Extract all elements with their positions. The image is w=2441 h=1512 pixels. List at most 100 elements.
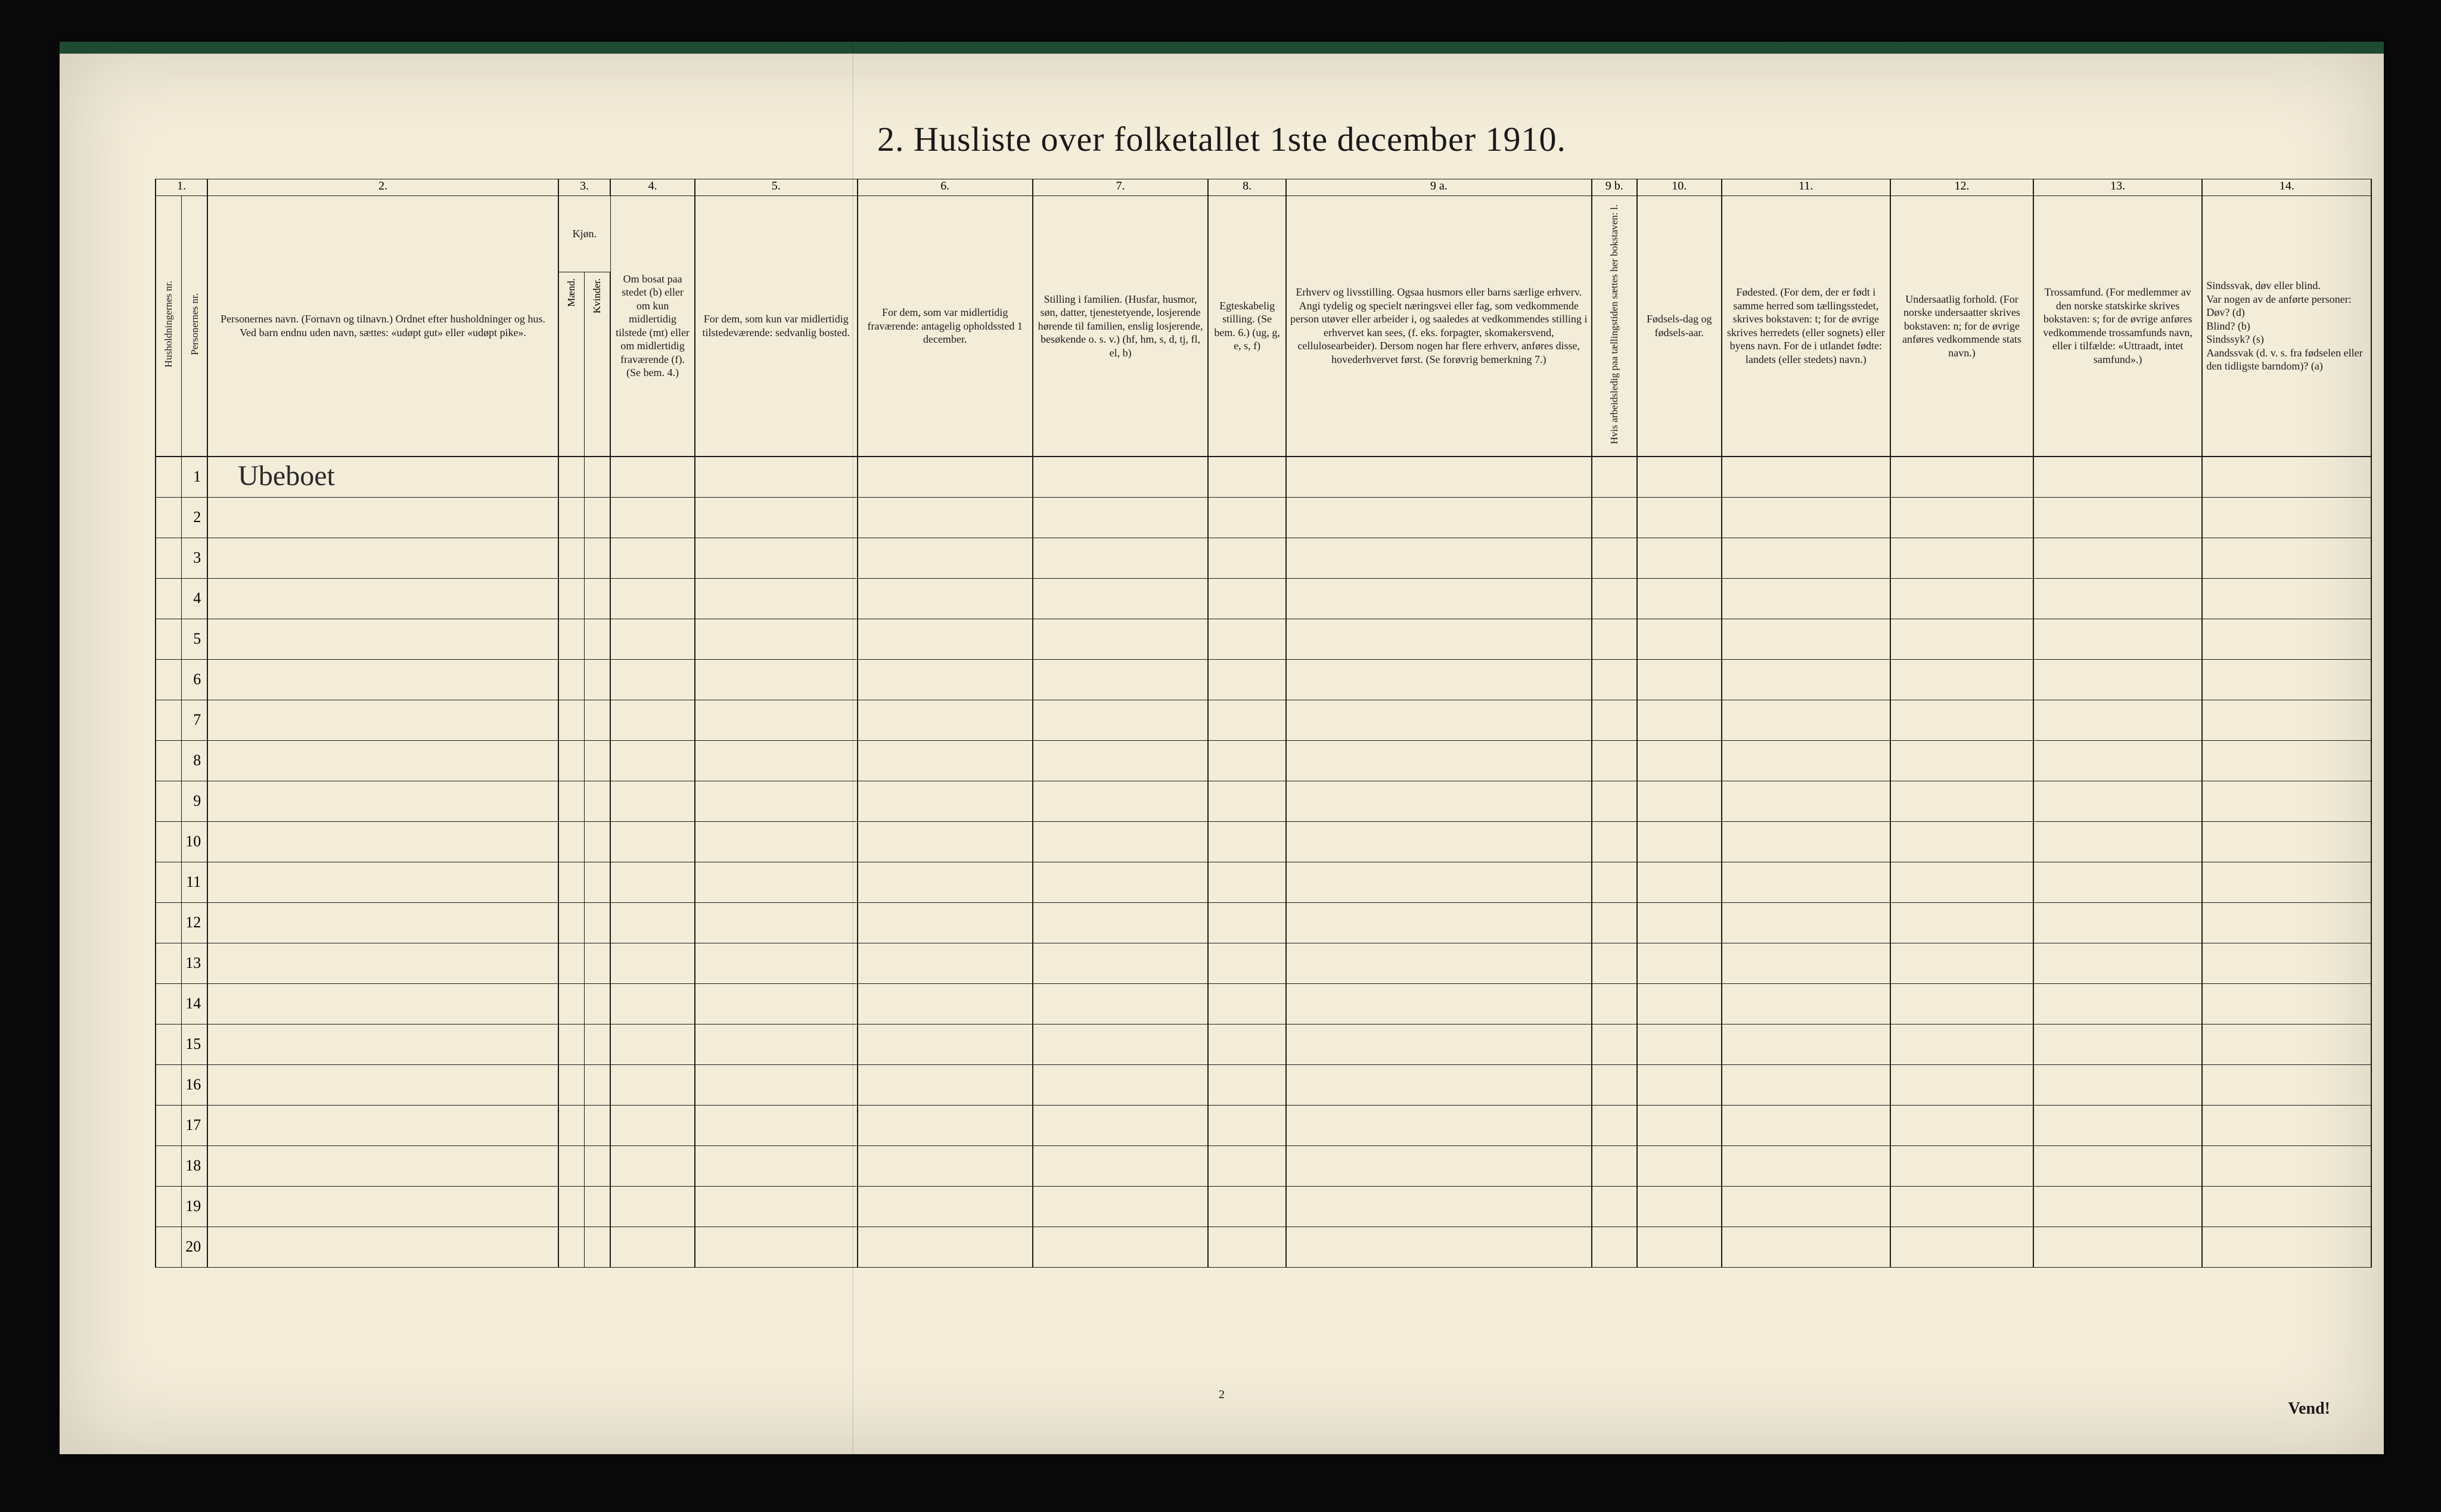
cell-empty bbox=[695, 1024, 858, 1064]
cell-person-nr: 4 bbox=[182, 578, 208, 619]
census-table: 1. 2. 3. 4. 5. 6. 7. 8. 9 a. 9 b. 10. 11… bbox=[155, 179, 2372, 1268]
cell-name bbox=[207, 619, 558, 659]
cell-empty bbox=[1592, 862, 1637, 902]
colnum-1: 1. bbox=[156, 179, 207, 196]
header-row: Husholdningernes nr. Personernes nr. Per… bbox=[156, 196, 2371, 272]
cell-empty bbox=[858, 862, 1033, 902]
cell-empty bbox=[1890, 943, 2033, 983]
cell-name bbox=[207, 578, 558, 619]
cell-empty bbox=[1208, 619, 1286, 659]
cell-empty bbox=[558, 457, 585, 498]
cell-empty bbox=[858, 700, 1033, 740]
cell-empty bbox=[1637, 538, 1722, 578]
cell-empty bbox=[1637, 578, 1722, 619]
cell-empty bbox=[2202, 1024, 2371, 1064]
cell-empty bbox=[1722, 659, 1890, 700]
cell-person-nr: 9 bbox=[182, 781, 208, 821]
cell-hush-nr bbox=[156, 983, 182, 1024]
cell-empty bbox=[858, 902, 1033, 943]
hdr-m: Mænd. bbox=[558, 272, 585, 457]
cell-empty bbox=[1722, 497, 1890, 538]
cell-empty bbox=[1033, 821, 1208, 862]
cell-empty bbox=[585, 619, 611, 659]
cell-empty bbox=[2033, 902, 2202, 943]
cell-hush-nr bbox=[156, 1105, 182, 1145]
cell-empty bbox=[558, 700, 585, 740]
table-row: 16 bbox=[156, 1064, 2371, 1105]
column-number-row: 1. 2. 3. 4. 5. 6. 7. 8. 9 a. 9 b. 10. 11… bbox=[156, 179, 2371, 196]
cell-hush-nr bbox=[156, 538, 182, 578]
cell-empty bbox=[1033, 943, 1208, 983]
cell-empty bbox=[1722, 740, 1890, 781]
cell-empty bbox=[2033, 781, 2202, 821]
cell-empty bbox=[2033, 1145, 2202, 1186]
cell-empty bbox=[1208, 578, 1286, 619]
cell-empty bbox=[858, 1186, 1033, 1227]
cell-empty bbox=[858, 497, 1033, 538]
cell-empty bbox=[558, 659, 585, 700]
cell-hush-nr bbox=[156, 740, 182, 781]
colnum-2: 2. bbox=[207, 179, 558, 196]
cell-empty bbox=[1286, 619, 1591, 659]
cell-empty bbox=[558, 821, 585, 862]
cell-empty bbox=[610, 902, 695, 943]
cell-empty bbox=[1286, 578, 1591, 619]
cell-empty bbox=[558, 740, 585, 781]
cell-hush-nr bbox=[156, 1227, 182, 1267]
cell-empty bbox=[610, 1186, 695, 1227]
colnum-5: 5. bbox=[695, 179, 858, 196]
cell-empty bbox=[2033, 659, 2202, 700]
cell-empty bbox=[558, 1186, 585, 1227]
cell-name bbox=[207, 497, 558, 538]
cell-empty bbox=[585, 1145, 611, 1186]
cell-name bbox=[207, 781, 558, 821]
hdr-m-label: Mænd. bbox=[564, 274, 579, 312]
cell-empty bbox=[1286, 821, 1591, 862]
cell-empty bbox=[585, 578, 611, 619]
cell-empty bbox=[1033, 983, 1208, 1024]
cell-empty bbox=[1592, 538, 1637, 578]
cell-name bbox=[207, 1145, 558, 1186]
cell-empty bbox=[610, 619, 695, 659]
cell-empty bbox=[1286, 943, 1591, 983]
cell-empty bbox=[1592, 1024, 1637, 1064]
cell-empty bbox=[1722, 457, 1890, 498]
cell-empty bbox=[1592, 659, 1637, 700]
cell-empty bbox=[610, 538, 695, 578]
cell-empty bbox=[585, 1105, 611, 1145]
cell-empty bbox=[695, 538, 858, 578]
cell-empty bbox=[2033, 538, 2202, 578]
cell-empty bbox=[1286, 781, 1591, 821]
cell-empty bbox=[2202, 1105, 2371, 1145]
cell-empty bbox=[1033, 1186, 1208, 1227]
cell-name bbox=[207, 983, 558, 1024]
cell-empty bbox=[1208, 821, 1286, 862]
cell-empty bbox=[2033, 1024, 2202, 1064]
cell-name bbox=[207, 902, 558, 943]
cell-empty bbox=[1592, 821, 1637, 862]
cell-empty bbox=[2202, 619, 2371, 659]
cell-empty bbox=[610, 1145, 695, 1186]
cell-empty bbox=[610, 1105, 695, 1145]
table-row: 9 bbox=[156, 781, 2371, 821]
cell-person-nr: 3 bbox=[182, 538, 208, 578]
hdr-8: Egteskabelig stilling. (Se bem. 6.) (ug,… bbox=[1208, 196, 1286, 457]
cell-empty bbox=[858, 1024, 1033, 1064]
cell-empty bbox=[585, 1227, 611, 1267]
cell-empty bbox=[1208, 497, 1286, 538]
cell-empty bbox=[695, 578, 858, 619]
cell-empty bbox=[1592, 1105, 1637, 1145]
cell-empty bbox=[2202, 1064, 2371, 1105]
cell-hush-nr bbox=[156, 1186, 182, 1227]
cell-hush-nr bbox=[156, 497, 182, 538]
cell-empty bbox=[1208, 1064, 1286, 1105]
cell-empty bbox=[2202, 740, 2371, 781]
cell-empty bbox=[1722, 983, 1890, 1024]
colnum-3: 3. bbox=[558, 179, 610, 196]
cell-person-nr: 20 bbox=[182, 1227, 208, 1267]
cell-empty bbox=[1286, 1227, 1591, 1267]
cell-empty bbox=[1637, 619, 1722, 659]
cell-empty bbox=[1208, 659, 1286, 700]
cell-empty bbox=[558, 1227, 585, 1267]
cell-empty bbox=[1722, 700, 1890, 740]
